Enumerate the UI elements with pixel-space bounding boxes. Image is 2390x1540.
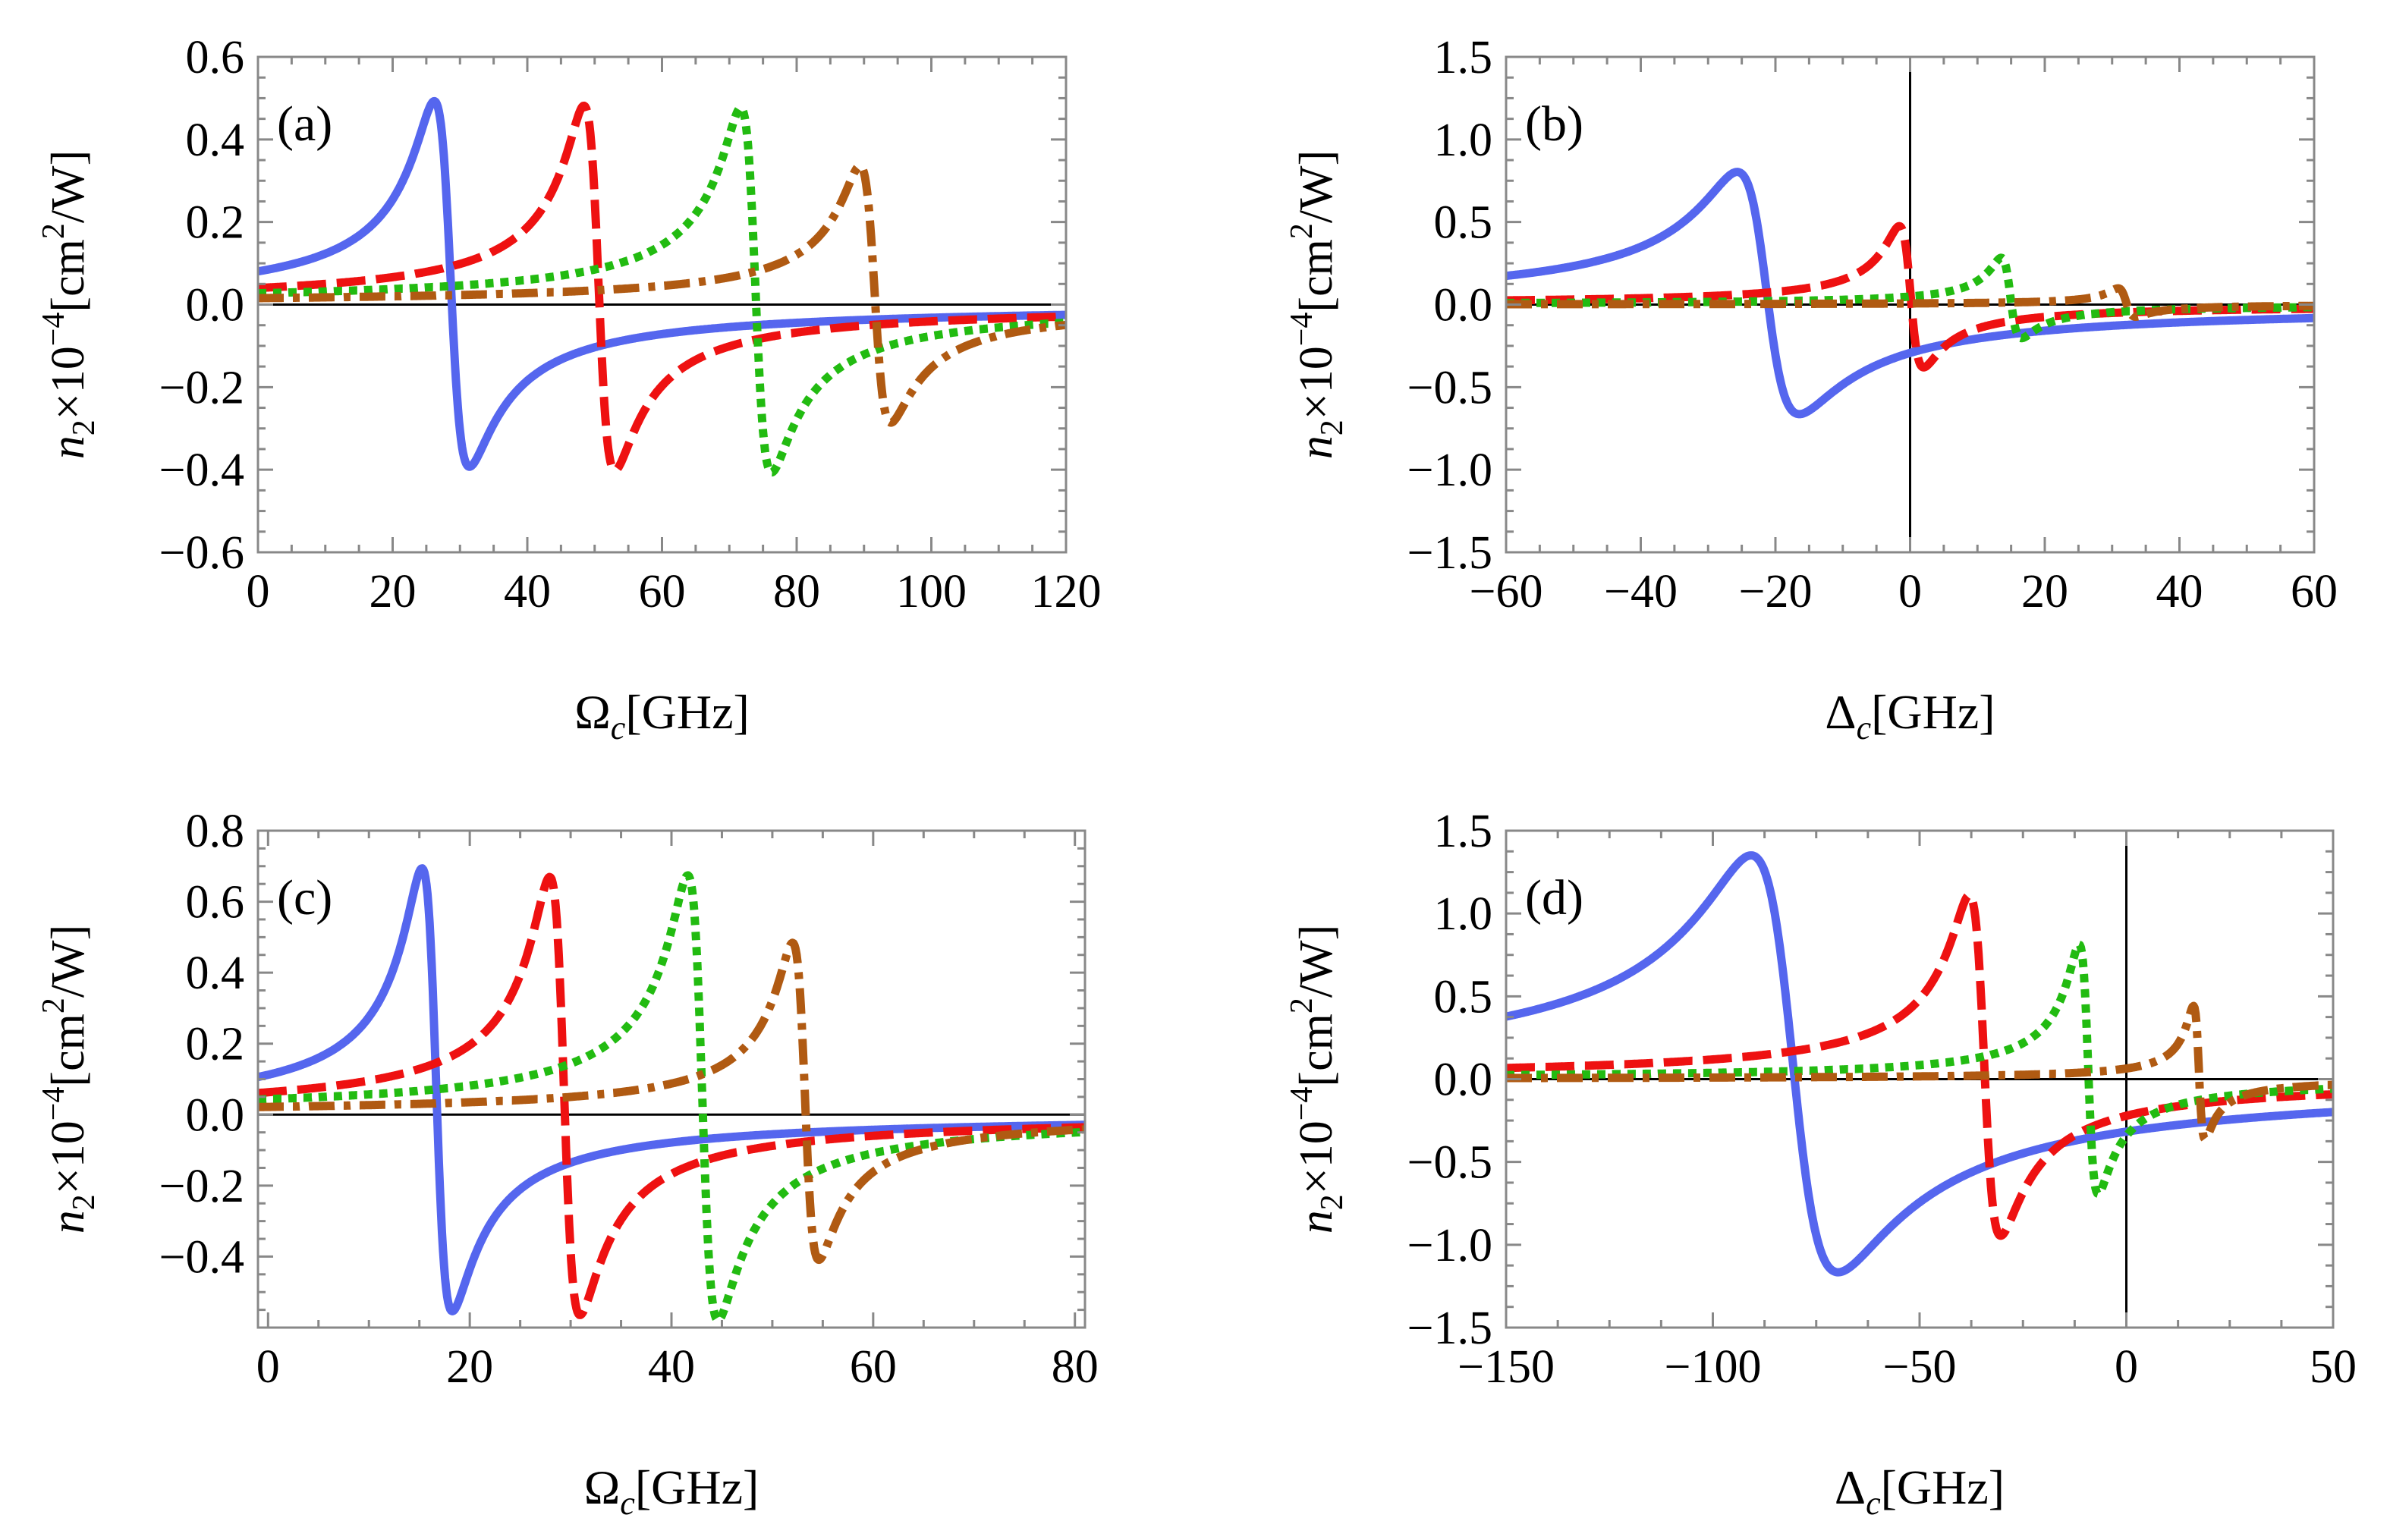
x-tick-label: −60 [1470, 566, 1543, 618]
y-tick-label: −1.0 [1407, 1220, 1492, 1271]
x-tick-label: 80 [773, 566, 820, 618]
y-tick-label: 0.0 [1434, 280, 1493, 332]
y-tick-label: −0.4 [159, 445, 244, 496]
series-red-dashed [1502, 891, 2337, 1240]
panel-label: (d) [1525, 870, 1583, 926]
series-brown-dashdot [1502, 1001, 2337, 1143]
y-tick-label: 0.6 [186, 32, 245, 83]
series-red-dashed [254, 101, 1070, 475]
x-axis-title: Δc[GHz] [1825, 685, 1995, 746]
x-tick-label: −100 [1665, 1341, 1762, 1393]
panel-label: (b) [1525, 96, 1583, 152]
x-tick-label: 60 [850, 1341, 897, 1393]
x-tick-label: 80 [1052, 1341, 1099, 1393]
y-tick-label: 1.5 [1434, 806, 1493, 857]
y-tick-label: −0.2 [159, 1161, 244, 1212]
y-tick-label: −0.4 [159, 1231, 244, 1283]
x-tick-label: −150 [1458, 1341, 1555, 1393]
y-tick-label: 0.6 [186, 877, 245, 929]
y-tick-label: 0.0 [186, 1089, 245, 1141]
x-tick-label: 0 [2115, 1341, 2138, 1393]
y-tick-label: 0.2 [186, 1019, 245, 1070]
y-tick-label: −1.5 [1407, 1303, 1492, 1354]
x-tick-label: 60 [2291, 566, 2338, 618]
y-tick-label: 0.5 [1434, 971, 1493, 1023]
y-axis-title: n2×10−4[cm2/W] [1285, 925, 1350, 1234]
y-tick-label: 0.0 [186, 280, 245, 332]
panel-a: 0 20 40 60 80 100 120 −0.6 −0.4 −0.2 0.0 0.2 0.4 0.6 (… [36, 32, 1102, 746]
y-tick-label: −0.6 [159, 527, 244, 579]
y-tick-label: −0.5 [1407, 362, 1492, 413]
y-tick-label: 0.5 [1434, 197, 1493, 249]
series-green-dotted [1502, 940, 2337, 1199]
y-tick-label: 0.4 [186, 115, 245, 166]
y-axis-title: n2×10−4[cm2/W] [36, 925, 102, 1234]
y-tick-label: −1.0 [1407, 445, 1492, 496]
y-tick-label: −0.2 [159, 362, 244, 413]
y-tick-label: 0.2 [186, 197, 245, 249]
y-tick-label: −1.5 [1407, 527, 1492, 579]
x-tick-label: 20 [446, 1341, 493, 1393]
x-tick-label: 20 [2021, 566, 2068, 618]
series-red-dashed [1502, 222, 2318, 372]
x-tick-label: −20 [1739, 566, 1813, 618]
y-tick-label: 1.0 [1434, 888, 1493, 940]
x-tick-label: −50 [1883, 1341, 1957, 1393]
y-tick-label: 1.0 [1434, 115, 1493, 166]
x-axis-title: Δc[GHz] [1835, 1460, 2005, 1522]
x-tick-label: 40 [504, 566, 551, 618]
x-tick-label: 40 [2156, 566, 2203, 618]
series-brown-dashdot [254, 162, 1070, 427]
y-tick-label: 1.5 [1434, 32, 1493, 83]
panel-b: −60 −40 −20 0 20 40 60 −1.5 −1.0 −0.5 0.0 0.5 1.0 1.5… [1285, 32, 2338, 746]
x-tick-label: 120 [1031, 566, 1102, 618]
series-green-dotted [254, 103, 1070, 477]
x-axis-title: Ωc[GHz] [584, 1460, 759, 1522]
x-tick-label: −40 [1604, 566, 1678, 618]
x-axis-title: Ωc[GHz] [574, 685, 750, 746]
series-brown-dashdot [254, 938, 1089, 1265]
y-axis-title: n2×10−4[cm2/W] [1285, 150, 1350, 459]
x-tick-label: 40 [648, 1341, 695, 1393]
y-axis-title: n2×10−4[cm2/W] [36, 150, 102, 459]
series-blue-solid [1502, 168, 2318, 419]
series-blue-solid [254, 96, 1070, 471]
y-tick-label: 0.4 [186, 948, 245, 999]
x-tick-label: 50 [2310, 1341, 2357, 1393]
panel-label: (c) [277, 870, 332, 926]
panel-d: −150 −100 −50 0 50 −1.5 −1.0 −0.5 0.0 0.5 1.0 1.5 (d… [1285, 806, 2357, 1522]
panel-c: 0 20 40 60 80 −0.4 −0.2 0.0 0.2 0.4 0.6 0.8 (c) Ωc[GH… [36, 806, 1099, 1522]
y-tick-label: −0.5 [1407, 1137, 1492, 1189]
x-tick-label: 100 [896, 566, 967, 618]
x-tick-label: 20 [370, 566, 417, 618]
x-tick-label: 60 [639, 566, 686, 618]
x-tick-label: 0 [1898, 566, 1922, 618]
y-tick-label: 0.8 [186, 806, 245, 857]
y-tick-label: 0.0 [1434, 1054, 1493, 1106]
x-tick-label: 0 [256, 1341, 280, 1393]
panel-label: (a) [277, 96, 332, 152]
series-green-dotted [254, 871, 1089, 1325]
x-tick-label: 0 [247, 566, 270, 618]
series-red-dashed [254, 872, 1089, 1319]
series-blue-solid [1502, 851, 2337, 1277]
